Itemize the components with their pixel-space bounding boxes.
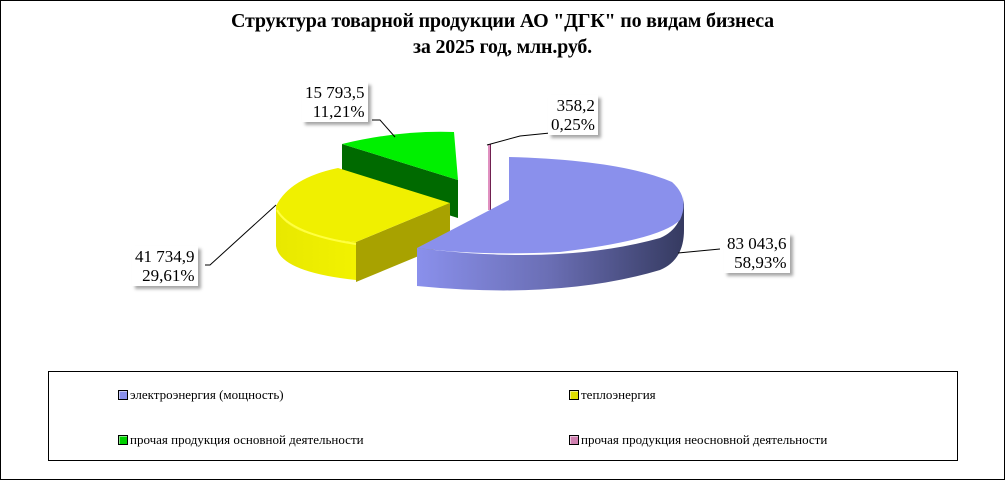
legend-label: теплоэнергия <box>581 387 656 402</box>
label-percent: 11,21% <box>312 102 365 121</box>
legend-item-electro[interactable]: электроэнергия (мощность) <box>118 387 284 402</box>
slice-electro[interactable] <box>417 157 684 291</box>
label-other-nonmain: 358,2 0,25% <box>548 95 598 135</box>
label-value: 15 793,5 <box>305 83 365 102</box>
label-electro: 83 043,6 58,93% <box>724 233 790 273</box>
slice-other-nonmain[interactable] <box>488 144 491 210</box>
label-percent: 0,25% <box>551 115 595 134</box>
legend-item-heat[interactable]: теплоэнергия <box>569 387 656 402</box>
legend-label: прочая продукция неосновной деятельности <box>581 432 828 447</box>
label-value: 41 734,9 <box>135 247 195 266</box>
legend-item-other-nonmain[interactable]: прочая продукция неосновной деятельности <box>569 432 827 447</box>
label-other-main: 15 793,5 11,21% <box>302 82 368 122</box>
label-percent: 58,93% <box>734 253 787 272</box>
legend-swatch-icon <box>569 389 579 400</box>
slice-heat[interactable] <box>276 168 450 282</box>
legend-swatch-icon <box>118 434 128 445</box>
legend-item-other-main[interactable]: прочая продукция основной деятельности <box>118 432 364 447</box>
legend-label: электроэнергия (мощность) <box>130 387 284 402</box>
label-value: 83 043,6 <box>727 234 787 253</box>
leader-lines <box>205 119 721 266</box>
label-value: 358,2 <box>556 96 595 115</box>
chart-title: Структура товарной продукции АО "ДГК" по… <box>0 8 1005 60</box>
legend-swatch-icon <box>569 434 579 445</box>
label-heat: 41 734,9 29,61% <box>132 246 198 286</box>
legend-swatch-icon <box>118 389 128 400</box>
chart-title-line2: за 2025 год, млн.руб. <box>413 36 592 58</box>
chart-title-line1: Структура товарной продукции АО "ДГК" по… <box>231 10 774 32</box>
legend-label: прочая продукция основной деятельности <box>130 432 364 447</box>
label-percent: 29,61% <box>142 266 195 285</box>
chart-legend: электроэнергия (мощность) теплоэнергия п… <box>48 371 958 461</box>
